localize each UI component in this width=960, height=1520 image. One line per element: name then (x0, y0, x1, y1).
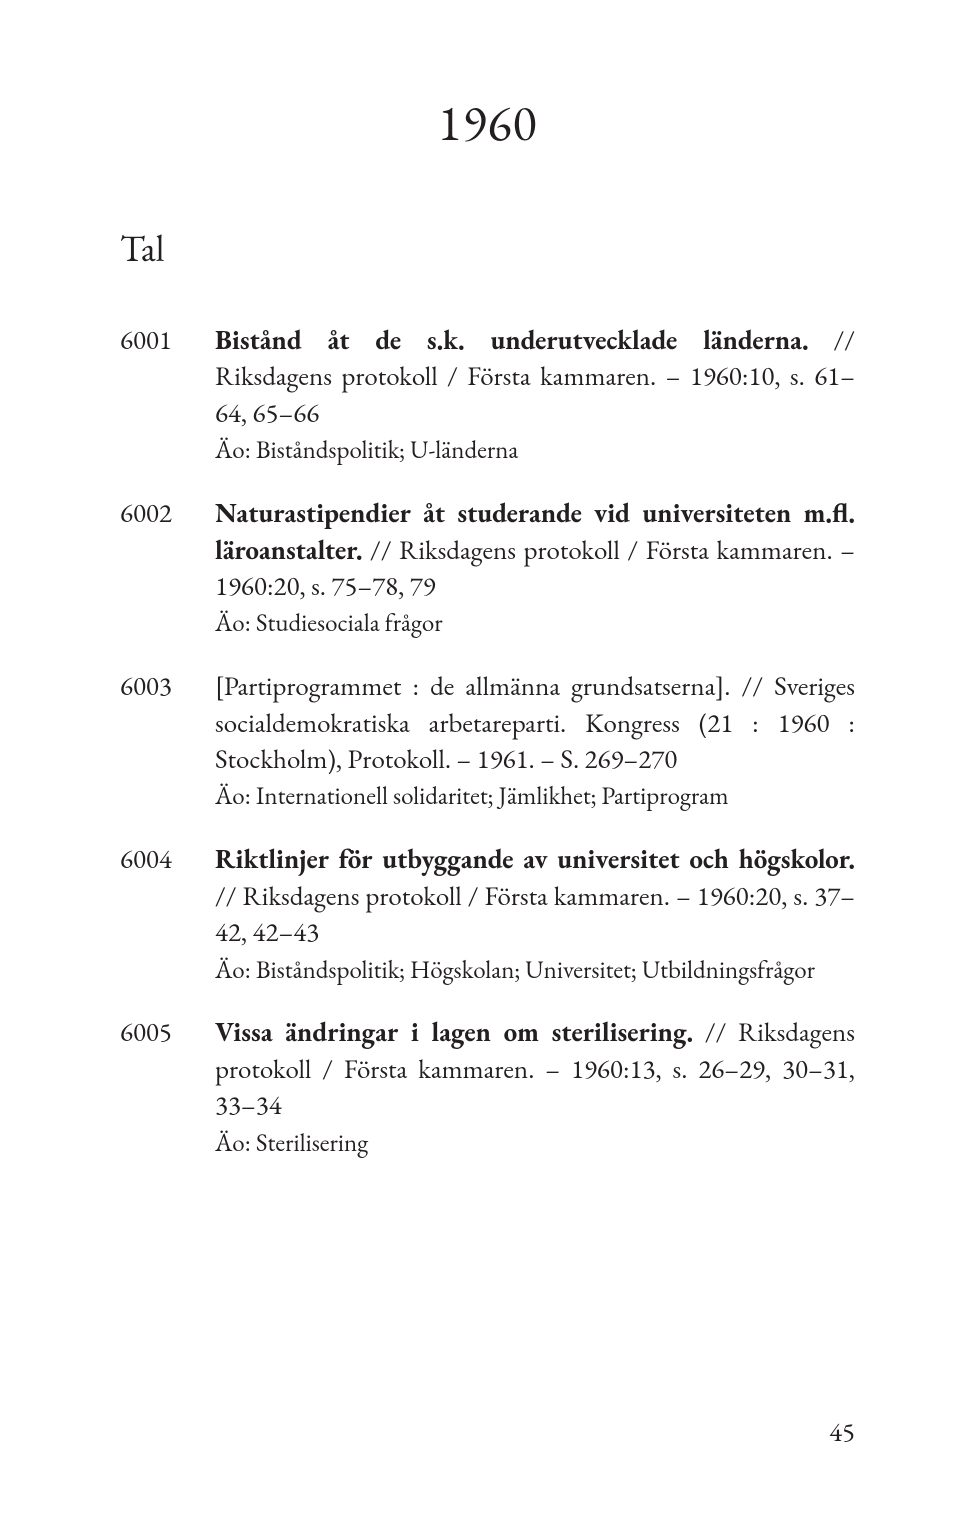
entry-meta: Äo: Studiesociala frågor (215, 607, 855, 641)
bibliography-entry: 6005 Vissa ändringar i lagen om sterilis… (120, 1015, 855, 1160)
entry-body: Naturastipendier åt studerande vid unive… (215, 496, 855, 641)
entry-list: 6001 Bistånd åt de s.k. underutvecklade … (120, 323, 855, 1160)
entry-body: Riktlinjer för utbyggande av universitet… (215, 842, 855, 987)
document-page: 1960 Tal 6001 Bistånd åt de s.k. underut… (0, 0, 960, 1520)
page-number: 45 (829, 1415, 855, 1450)
entry-meta: Äo: Biståndspolitik; Högskolan; Universi… (215, 954, 855, 988)
entry-number: 6002 (120, 496, 215, 641)
entry-meta: Äo: Biståndspolitik; U-länderna (215, 434, 855, 468)
bibliography-entry: 6004 Riktlinjer för utbyggande av univer… (120, 842, 855, 987)
bibliography-entry: 6001 Bistånd åt de s.k. underutvecklade … (120, 323, 855, 468)
entry-number: 6003 (120, 669, 215, 814)
entry-meta: Äo: Internationell solidaritet; Jämlikhe… (215, 780, 855, 814)
entry-body: Vissa ändringar i lagen om sterilisering… (215, 1015, 855, 1160)
page-year-heading: 1960 (120, 90, 855, 155)
bibliography-entry: 6003 [Partiprogrammet : de allmänna grun… (120, 669, 855, 814)
bibliography-entry: 6002 Naturastipendier åt studerande vid … (120, 496, 855, 641)
section-heading: Tal (120, 225, 855, 273)
entry-number: 6001 (120, 323, 215, 468)
entry-body: Bistånd åt de s.k. underutvecklade lände… (215, 323, 855, 468)
entry-rest: [Partiprogrammet : de allmänna grundsats… (215, 669, 855, 777)
entry-number: 6004 (120, 842, 215, 987)
entry-number: 6005 (120, 1015, 215, 1160)
entry-title: Vissa ändringar i lagen om sterilisering… (215, 1015, 693, 1050)
entry-title: Bistånd åt de s.k. underutvecklade lände… (215, 323, 809, 358)
entry-rest: // Riksdagens protokoll / Första kammare… (215, 879, 855, 950)
entry-title: Riktlinjer för utbyggande av universitet… (215, 842, 855, 877)
entry-meta: Äo: Sterilisering (215, 1127, 855, 1161)
entry-body: [Partiprogrammet : de allmänna grundsats… (215, 669, 855, 814)
